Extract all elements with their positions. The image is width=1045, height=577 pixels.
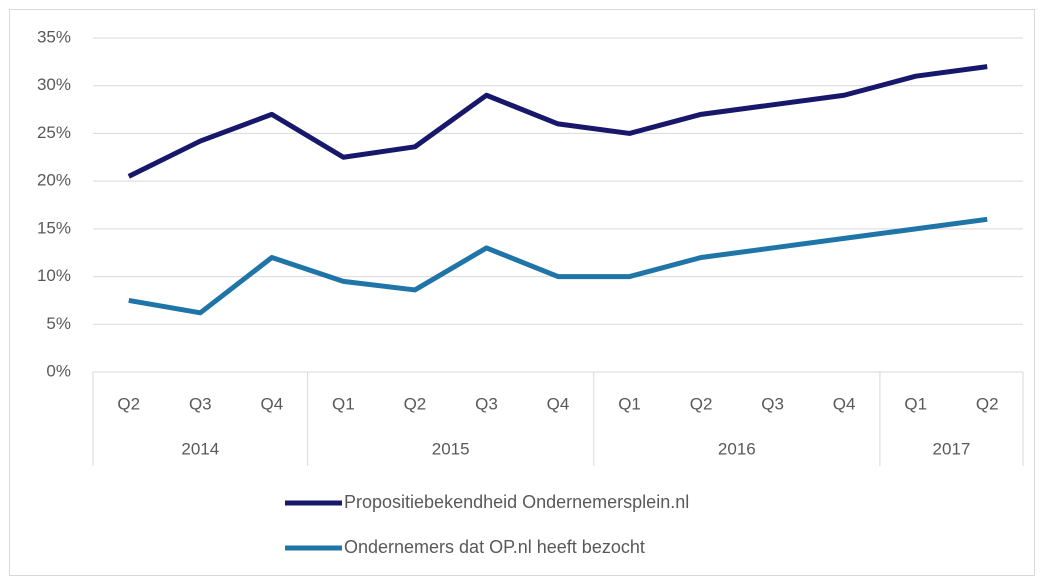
series-line bbox=[128, 216, 988, 316]
x-tick-label: Q1 bbox=[904, 394, 927, 413]
x-tick-label: Q2 bbox=[117, 394, 140, 413]
x-group-label: 2017 bbox=[933, 439, 971, 458]
x-group-label: 2014 bbox=[181, 439, 219, 458]
chart-border bbox=[9, 9, 1035, 576]
x-tick-label: Q4 bbox=[547, 394, 570, 413]
x-tick-label: Q3 bbox=[475, 394, 498, 413]
y-tick-label: 20% bbox=[37, 171, 71, 190]
y-tick-label: 25% bbox=[37, 123, 71, 142]
x-tick-label: Q4 bbox=[833, 394, 856, 413]
y-tick-label: 0% bbox=[46, 361, 71, 380]
x-tick-label: Q3 bbox=[761, 394, 784, 413]
x-tick-label: Q2 bbox=[690, 394, 713, 413]
x-group-label: 2015 bbox=[432, 439, 470, 458]
x-group-label: 2016 bbox=[718, 439, 756, 458]
x-tick-label: Q1 bbox=[618, 394, 641, 413]
series-line bbox=[127, 64, 988, 179]
legend-label: Propositiebekendheid Ondernemersplein.nl bbox=[344, 492, 689, 512]
y-tick-label: 35% bbox=[37, 27, 71, 46]
y-tick-label: 15% bbox=[37, 218, 71, 237]
y-tick-label: 10% bbox=[37, 266, 71, 285]
x-tick-label: Q4 bbox=[261, 394, 284, 413]
y-tick-label: 5% bbox=[46, 314, 71, 333]
y-tick-label: 30% bbox=[37, 75, 71, 94]
x-tick-label: Q3 bbox=[189, 394, 212, 413]
x-tick-label: Q2 bbox=[404, 394, 427, 413]
x-tick-label: Q2 bbox=[976, 394, 999, 413]
legend-label: Ondernemers dat OP.nl heeft bezocht bbox=[344, 537, 645, 557]
x-tick-label: Q1 bbox=[332, 394, 355, 413]
